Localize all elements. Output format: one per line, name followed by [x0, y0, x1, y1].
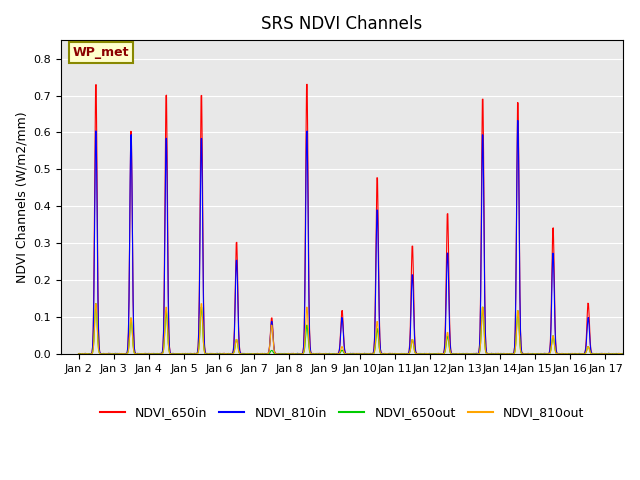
NDVI_810in: [179, 351, 187, 357]
NDVI_650in: [102, 351, 109, 357]
NDVI_810out: [610, 351, 618, 357]
NDVI_650out: [406, 348, 414, 353]
NDVI_650in: [556, 351, 564, 357]
NDVI_650out: [637, 351, 640, 357]
NDVI_810in: [308, 351, 316, 357]
NDVI_650in: [75, 351, 83, 357]
NDVI_810out: [331, 351, 339, 357]
NDVI_810in: [75, 351, 83, 357]
NDVI_650in: [303, 82, 311, 87]
NDVI_650out: [540, 351, 548, 357]
Text: WP_met: WP_met: [72, 46, 129, 59]
NDVI_650out: [75, 351, 83, 357]
NDVI_810in: [610, 350, 618, 356]
NDVI_810out: [75, 351, 83, 357]
NDVI_650out: [619, 351, 627, 357]
Line: NDVI_650in: NDVI_650in: [79, 84, 640, 354]
NDVI_650out: [92, 301, 99, 307]
NDVI_810in: [514, 118, 522, 123]
NDVI_650out: [102, 351, 110, 357]
NDVI_650in: [637, 351, 640, 357]
NDVI_650in: [619, 351, 627, 357]
NDVI_650out: [180, 351, 188, 357]
Line: NDVI_810out: NDVI_810out: [79, 304, 640, 354]
NDVI_810out: [198, 301, 205, 307]
NDVI_650in: [308, 351, 316, 357]
NDVI_650in: [179, 350, 187, 356]
NDVI_810in: [619, 351, 627, 357]
NDVI_650in: [610, 351, 618, 357]
NDVI_810out: [619, 351, 627, 357]
Line: NDVI_810in: NDVI_810in: [79, 120, 640, 354]
Y-axis label: NDVI Channels (W/m2/mm): NDVI Channels (W/m2/mm): [15, 111, 28, 283]
NDVI_810in: [406, 332, 414, 337]
NDVI_810in: [637, 351, 640, 357]
NDVI_810out: [637, 351, 640, 357]
NDVI_650out: [308, 351, 316, 357]
NDVI_810in: [348, 351, 356, 357]
NDVI_810out: [407, 344, 415, 349]
NDVI_810out: [102, 351, 109, 357]
Title: SRS NDVI Channels: SRS NDVI Channels: [261, 15, 422, 33]
Legend: NDVI_650in, NDVI_810in, NDVI_650out, NDVI_810out: NDVI_650in, NDVI_810in, NDVI_650out, NDV…: [95, 401, 589, 424]
Line: NDVI_650out: NDVI_650out: [79, 304, 640, 354]
NDVI_810out: [179, 351, 187, 357]
NDVI_650out: [610, 351, 618, 357]
NDVI_810out: [308, 351, 316, 357]
NDVI_810in: [102, 351, 109, 357]
NDVI_650in: [406, 324, 414, 330]
